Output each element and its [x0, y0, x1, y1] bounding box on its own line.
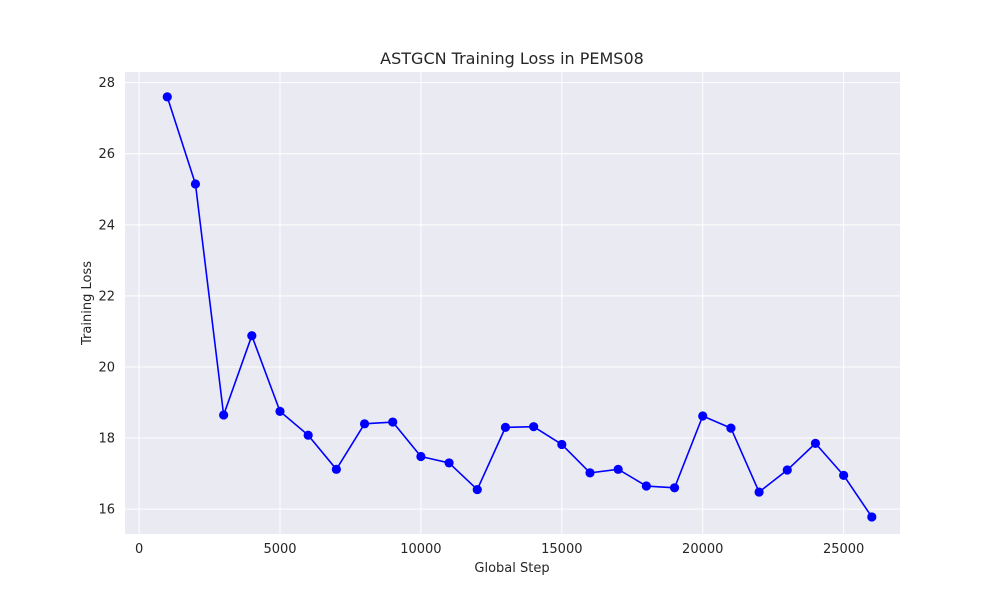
- data-point: [500, 422, 511, 432]
- data-point: [219, 410, 229, 420]
- x-tick-label: 15000: [541, 542, 582, 557]
- x-tick-label: 0: [135, 542, 143, 557]
- y-tick-label: 22: [98, 289, 115, 304]
- data-point: [641, 481, 651, 491]
- y-tick-label: 18: [98, 432, 115, 447]
- data-point: [557, 439, 567, 450]
- data-point: [782, 465, 792, 475]
- chart-title: ASTGCN Training Loss in PEMS08: [380, 49, 644, 68]
- data-point: [416, 451, 426, 462]
- grid-lines: [125, 72, 900, 534]
- data-point: [810, 438, 821, 448]
- data-point: [669, 483, 680, 493]
- y-axis-ticks: 16 18 20 22 24 26 28: [98, 76, 115, 517]
- data-point: [754, 487, 764, 497]
- data-point: [726, 423, 736, 433]
- data-point: [388, 417, 398, 427]
- data-point: [162, 92, 172, 102]
- data-point: [529, 422, 539, 432]
- data-point: [359, 419, 370, 429]
- x-tick-label: 5000: [263, 542, 296, 557]
- y-axis-label: Training Loss: [80, 261, 95, 346]
- plot-area: [125, 72, 900, 534]
- data-point: [247, 331, 257, 341]
- data-point: [613, 464, 623, 474]
- series-line: [166, 96, 873, 518]
- x-axis-ticks: 0 5000 10000 15000 20000 25000: [135, 542, 864, 557]
- data-point: [331, 464, 341, 474]
- data-point: [472, 484, 482, 495]
- data-point: [839, 470, 849, 480]
- y-tick-label: 28: [98, 76, 115, 91]
- series-layer: [162, 92, 877, 522]
- x-tick-label: 25000: [823, 542, 864, 557]
- y-tick-label: 26: [98, 147, 115, 162]
- x-axis-label: Global Step: [474, 561, 549, 576]
- data-point: [867, 512, 877, 522]
- y-tick-label: 24: [98, 218, 115, 233]
- data-point: [275, 406, 285, 416]
- data-point: [585, 468, 595, 478]
- data-point: [698, 411, 708, 421]
- y-tick-label: 16: [98, 503, 115, 518]
- x-tick-label: 10000: [400, 542, 441, 557]
- data-point: [303, 430, 313, 440]
- data-point: [190, 179, 201, 189]
- data-point: [444, 458, 454, 468]
- x-tick-label: 20000: [682, 542, 723, 557]
- y-tick-label: 20: [98, 360, 115, 375]
